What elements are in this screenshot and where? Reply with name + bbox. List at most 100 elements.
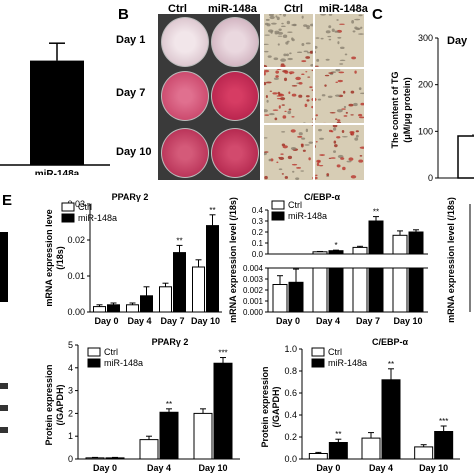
micro-cell — [343, 105, 347, 109]
p-cebp-bar-ctrl — [308, 453, 328, 460]
micro-cell — [275, 15, 278, 18]
e-ppar-bar-mir — [173, 252, 186, 313]
e-cebp-bar-ctrl — [312, 267, 328, 313]
micro-cell — [307, 76, 311, 78]
e-cebp-y-tick-label: 0.4 — [252, 206, 264, 215]
dish-day7-mir — [211, 71, 259, 121]
micro-cell — [270, 158, 274, 162]
micro-cell — [280, 97, 286, 101]
micro-cell — [302, 149, 306, 152]
e-ppar-x-tick-label: Day 7 — [160, 316, 184, 326]
p-cebp-title: C/EBP-α — [372, 337, 409, 347]
micro-cell — [339, 63, 344, 65]
micro-cell — [280, 64, 286, 68]
p-ppar-bar-ctrl — [193, 412, 213, 460]
micro-cell — [288, 91, 291, 94]
micro-cell — [277, 91, 281, 95]
micro-cell — [267, 55, 272, 58]
micro-cell — [300, 144, 304, 148]
micro-cell — [309, 50, 313, 54]
micro-cell — [286, 40, 290, 43]
micro-cell — [278, 156, 285, 160]
micro-cell — [324, 74, 330, 77]
panel-a-bar — [30, 60, 84, 165]
e-cebp-title: C/EBP-α — [304, 192, 341, 202]
panel-b-row-label-day10: Day 10 — [116, 146, 152, 158]
micro-cell — [284, 110, 287, 112]
micro-cell — [262, 137, 268, 139]
e-ppar-y-tick-label: 0.02 — [67, 235, 85, 245]
p-cebp-legend-label: Ctrl — [328, 347, 342, 357]
micro-cell — [297, 135, 303, 138]
micro-cell — [341, 108, 346, 110]
e-cebp-legend-swatch — [271, 200, 285, 210]
e-cebp-significance: * — [334, 241, 337, 250]
micro-cell — [318, 164, 324, 167]
micro-cell — [283, 53, 287, 57]
micro-cell — [320, 13, 326, 16]
e-ppar-x-tick-label: Day 10 — [191, 316, 220, 326]
micro-cell — [350, 114, 354, 116]
micro-cell — [295, 177, 300, 180]
e-cebp-bar-mir — [328, 267, 344, 313]
p-ppar-title: PPARγ 2 — [152, 337, 189, 347]
panel-b-col-header-ctrl-micro: Ctrl — [284, 3, 303, 15]
micro-cell — [262, 81, 267, 86]
p-ppar-legend-label: Ctrl — [104, 347, 118, 357]
e-cebp-legend-label: Ctrl — [288, 200, 302, 210]
micro-cell — [285, 53, 289, 57]
panel-c-y-tick-label: 300 — [418, 33, 433, 43]
micro-cell — [275, 75, 279, 78]
micro-cell — [303, 24, 308, 27]
e-cebp-y-tick-label: 0.002 — [243, 286, 264, 295]
micro-cell — [318, 128, 322, 132]
micro-cell — [277, 43, 280, 46]
e-cebp-bar-mir — [408, 267, 424, 313]
micro-cell — [331, 28, 335, 32]
micro-cell — [326, 175, 330, 177]
e-ppar-bar-ctrl — [126, 304, 139, 313]
micro-cell — [352, 30, 356, 33]
micro-cell — [324, 84, 327, 87]
e-cebp-legend-swatch — [271, 211, 285, 221]
e-ppar-x-tick-label: Day 0 — [94, 316, 118, 326]
p-cebp-y-tick-label: 0.4 — [284, 410, 297, 420]
micro-cell — [320, 37, 324, 40]
e-ppar-y-tick-label: 0.00 — [67, 307, 85, 317]
panel-c-title: Day — [447, 35, 468, 47]
micro-cell — [329, 112, 336, 114]
micro-cell — [298, 94, 303, 98]
micro-cell — [330, 157, 336, 159]
micro-cell — [341, 130, 345, 133]
micro-cell — [334, 94, 341, 97]
micro-cell — [287, 155, 293, 160]
p-ppar-bar-mir — [159, 411, 179, 460]
e-ppar-legend-swatch — [61, 202, 75, 212]
p-ppar-bar-mir — [105, 457, 125, 460]
e-ppar-significance: ** — [209, 206, 215, 215]
micro-cell — [263, 71, 266, 76]
e-ppar-bar-mir — [107, 304, 120, 313]
e-cebp-y-tick-label: 0.004 — [243, 264, 264, 273]
micro-cell — [275, 70, 279, 74]
micro-cell — [291, 37, 294, 40]
micro-cell — [287, 57, 293, 61]
micro-cell — [298, 82, 303, 85]
micro-cell — [262, 43, 269, 45]
micro-cell — [281, 173, 284, 175]
p-cebp-y-label: Protein expression — [260, 366, 270, 447]
micro-cell — [280, 58, 287, 62]
e-cebp-x-tick-label: Day 7 — [356, 316, 380, 326]
micro-cell — [276, 98, 282, 100]
micro-cell — [343, 115, 348, 117]
micro-cell — [339, 23, 345, 25]
micro-cell — [353, 102, 358, 107]
micro-cell — [326, 173, 330, 177]
micro-cell — [288, 108, 292, 111]
p-ppar-y-label: Protein expression — [44, 364, 54, 445]
micro-cell — [306, 99, 310, 102]
e-ppar-legend-swatch — [61, 213, 75, 223]
micro-cell — [276, 161, 279, 164]
panel-b-row-label-day7: Day 7 — [116, 87, 146, 99]
micro-cell — [293, 23, 297, 27]
